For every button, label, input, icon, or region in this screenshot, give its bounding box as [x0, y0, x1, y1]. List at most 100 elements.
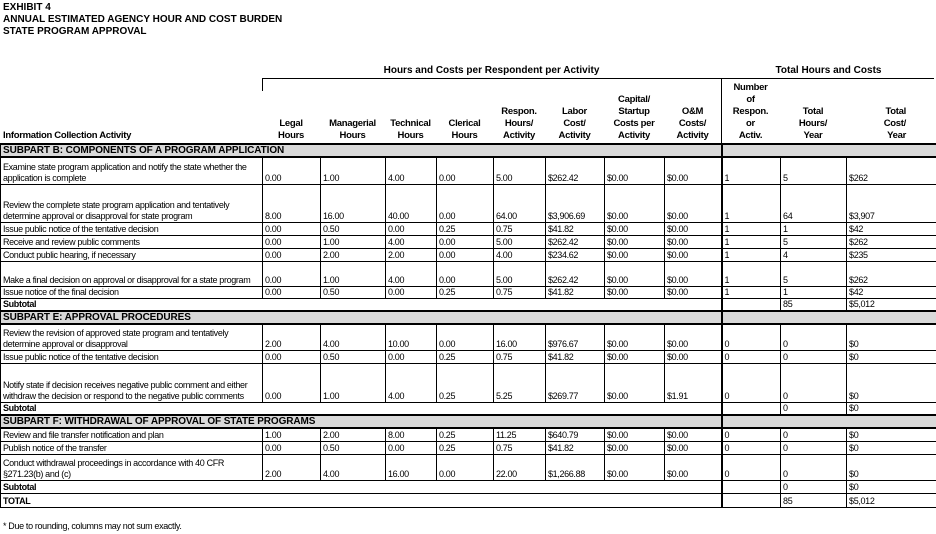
column-header-line: O&M — [681, 106, 704, 117]
column-header-line: Technical — [390, 118, 431, 129]
value-cell: 1.00 — [320, 156, 386, 185]
value-cell: $41.82 — [545, 349, 605, 364]
value-cell: $0.00 — [604, 349, 665, 364]
value-cell: 0.00 — [385, 221, 437, 236]
value-cell: $3,906.69 — [545, 183, 605, 223]
column-header-line: Activity — [558, 130, 591, 141]
column-header-line: Activ. — [738, 130, 763, 141]
value-cell: $0.00 — [663, 427, 723, 442]
blank-cell — [720, 479, 782, 494]
value-cell: $1,266.88 — [545, 453, 605, 481]
title-line: ANNUAL ESTIMATED AGENCY HOUR AND COST BU… — [3, 14, 283, 25]
value-cell: 4.00 — [385, 156, 437, 185]
value-cell: 1.00 — [320, 234, 386, 249]
value-cell: $262 — [846, 234, 936, 249]
value-cell: 0 — [720, 427, 782, 442]
total-hours: 85 — [780, 492, 848, 508]
value-cell: $41.82 — [545, 440, 605, 455]
value-cell: 0.25 — [436, 285, 494, 299]
value-cell: $0.00 — [663, 234, 723, 249]
subtotal-label: Subtotal — [0, 401, 723, 416]
value-cell: 0.25 — [436, 221, 494, 236]
value-cell: $0.00 — [604, 440, 665, 455]
value-cell: $0.00 — [663, 453, 723, 481]
value-cell: 0 — [720, 453, 782, 481]
value-cell: 5 — [780, 260, 848, 287]
subtotal-row: Subtotal 85 $5,012 — [0, 297, 936, 312]
value-cell: 4.00 — [385, 260, 437, 287]
activity-cell: Make a final decision on approval or dis… — [0, 260, 263, 287]
table-row: Conduct withdrawal proceedings in accord… — [0, 453, 936, 481]
value-cell: 0 — [780, 349, 848, 364]
value-cell: 0 — [720, 440, 782, 455]
value-cell: $0.00 — [604, 427, 665, 442]
column-header-line: Hours/ — [798, 118, 828, 129]
value-cell: 0 — [780, 427, 848, 442]
activity-cell: Review the complete state program applic… — [0, 183, 263, 223]
value-cell: 0.00 — [262, 349, 321, 364]
section-title: SUBPART F: WITHDRAWAL OF APPROVAL OF STA… — [0, 414, 723, 429]
activity-cell: Issue public notice of the tentative dec… — [0, 349, 263, 364]
column-header-line: Startup — [618, 106, 650, 117]
column-header-line: Activity — [618, 130, 650, 141]
group-header-per-activity: Hours and Costs per Respondent per Activ… — [383, 65, 600, 76]
column-header-line: Legal — [279, 118, 303, 129]
value-cell: 40.00 — [385, 183, 437, 223]
column-header-line: Clerical — [448, 118, 481, 129]
value-cell: 16.00 — [493, 323, 546, 351]
column-header-line: Hours — [278, 130, 304, 141]
value-cell: $0.00 — [663, 156, 723, 185]
value-cell: 2.00 — [320, 247, 386, 262]
value-cell: 5.00 — [493, 156, 546, 185]
value-cell: 5.25 — [493, 362, 546, 403]
value-cell: $41.82 — [545, 221, 605, 236]
activity-cell: Publish notice of the transfer — [0, 440, 263, 455]
subtotal-hours: 0 — [780, 401, 848, 416]
section-title: SUBPART B: COMPONENTS OF A PROGRAM APPLI… — [0, 143, 723, 158]
value-cell: 0.75 — [493, 440, 546, 455]
value-cell: 0 — [720, 349, 782, 364]
subtotal-label: Subtotal — [0, 297, 723, 312]
value-cell: 0.00 — [436, 247, 494, 262]
value-cell: 0.50 — [320, 349, 386, 364]
value-cell: 0 — [780, 440, 848, 455]
value-cell: 0.75 — [493, 349, 546, 364]
column-header-line: Cost/ — [563, 118, 586, 129]
table-row: Notify state if decision receives negati… — [0, 362, 936, 403]
activity-cell: Notify state if decision receives negati… — [0, 362, 263, 403]
value-cell: 0.00 — [436, 234, 494, 249]
value-cell: 4.00 — [493, 247, 546, 262]
subtotal-hours: 0 — [780, 479, 848, 494]
value-cell: 1 — [720, 183, 782, 223]
value-cell: $0 — [846, 453, 936, 481]
value-cell: $0.00 — [604, 323, 665, 351]
section-header: SUBPART B: COMPONENTS OF A PROGRAM APPLI… — [0, 143, 936, 158]
column-header-line: Hours — [339, 130, 366, 141]
value-cell: 0.75 — [493, 221, 546, 236]
value-cell: 64.00 — [493, 183, 546, 223]
value-cell: 16.00 — [320, 183, 386, 223]
value-cell: $41.82 — [545, 285, 605, 299]
value-cell: $640.79 — [545, 427, 605, 442]
value-cell: $42 — [846, 285, 936, 299]
column-header-line: Hours — [451, 130, 478, 141]
value-cell: $262.42 — [545, 156, 605, 185]
activity-cell: Issue public notice of the tentative dec… — [0, 221, 263, 236]
value-cell: 1.00 — [320, 362, 386, 403]
value-cell: 0.00 — [262, 221, 321, 236]
column-header-line: Labor — [562, 106, 587, 117]
column-header-line: Total — [885, 106, 907, 117]
value-cell: 0.50 — [320, 285, 386, 299]
column-header-line: Year — [887, 130, 906, 141]
column-header: Clerical Hours — [436, 118, 493, 142]
value-cell: 10.00 — [385, 323, 437, 351]
activity-cell: Review the revision of approved state pr… — [0, 323, 263, 351]
value-cell: 22.00 — [493, 453, 546, 481]
value-cell: $0.00 — [663, 183, 723, 223]
value-cell: 0.00 — [436, 453, 494, 481]
blank-cell — [720, 297, 782, 312]
value-cell: $0 — [846, 349, 936, 364]
value-cell: 64 — [780, 183, 848, 223]
value-cell: 0 — [720, 362, 782, 403]
value-cell: 0 — [780, 453, 848, 481]
